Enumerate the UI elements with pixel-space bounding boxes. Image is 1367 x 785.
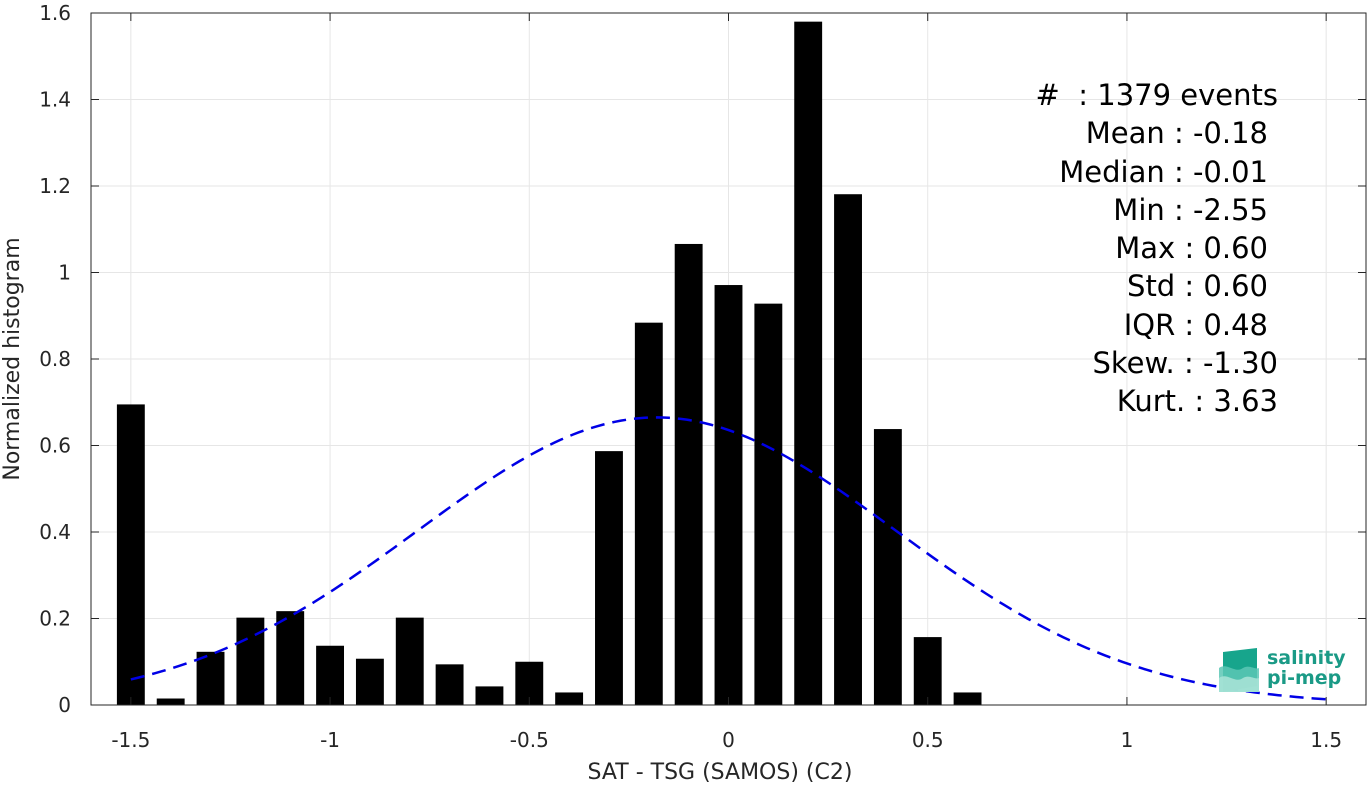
y-tick-label: 0.8 — [39, 347, 71, 371]
histogram-bar — [595, 451, 623, 705]
histogram-bar — [913, 637, 942, 705]
y-axis-label: Normalized histogram — [0, 237, 25, 480]
y-tick-label: 0 — [58, 693, 71, 717]
histogram-bar — [714, 285, 743, 705]
histogram-bar — [395, 617, 424, 705]
y-tick-label: 0.4 — [39, 520, 71, 544]
stat-min: Min : -2.55 — [1113, 192, 1268, 227]
logo-word-salinity: salinity — [1267, 647, 1346, 669]
x-axis-label: SAT - TSG (SAMOS) (C2) — [588, 760, 853, 785]
stat-median: Median : -0.01 — [1059, 154, 1268, 189]
histogram-bar — [834, 194, 862, 705]
histogram-bars — [116, 21, 982, 705]
histogram-bar — [116, 404, 145, 705]
histogram-bar — [276, 611, 305, 705]
histogram-bar — [674, 243, 703, 705]
histogram-bar — [953, 692, 982, 705]
histogram-bar — [196, 651, 225, 705]
stat-kurt: Kurt. : 3.63 — [1116, 384, 1278, 419]
x-tick-label: -0.5 — [510, 728, 549, 752]
histogram-bar — [475, 686, 504, 705]
x-tick-label: 0.5 — [912, 728, 944, 752]
stat-std: Std : 0.60 — [1127, 269, 1268, 304]
histogram-bar — [794, 21, 823, 705]
y-tick-label: 1.4 — [39, 88, 71, 112]
histogram-bar — [316, 645, 345, 705]
y-tick-label: 0.2 — [39, 607, 71, 631]
histogram-bar — [873, 429, 902, 705]
histogram-bar — [754, 303, 783, 705]
histogram-bar — [555, 692, 584, 705]
y-tick-label: 0.6 — [39, 434, 71, 458]
stat-events: # : 1379 events — [1035, 78, 1278, 112]
salinity-pi-mep-logo: salinity pi-mep — [1217, 646, 1347, 694]
statistics-box: # : 1379 events Mean : -0.18 Median : -0… — [1036, 76, 1278, 421]
x-tick-labels: -1.5 -1 -0.5 0 0.5 1 1.5 — [111, 728, 1342, 752]
stat-skew: Skew. : -1.30 — [1092, 346, 1278, 381]
gaussian-fit-curve — [130, 416, 1327, 701]
y-tick-label: 1 — [58, 261, 71, 285]
logo-waves-icon — [1219, 648, 1259, 692]
grid-lines — [91, 12, 1366, 706]
x-tick-label: 1.5 — [1310, 728, 1342, 752]
x-tick-label: -1.5 — [111, 728, 150, 752]
y-tick-label: 1.2 — [39, 174, 71, 198]
stat-max: Max : 0.60 — [1115, 231, 1268, 266]
axis-ticks — [91, 12, 1366, 706]
x-tick-label: 0 — [722, 728, 735, 752]
logo-word-pimep: pi-mep — [1267, 667, 1342, 689]
stat-mean: Mean : -0.18 — [1085, 116, 1268, 151]
histogram-bar — [156, 698, 185, 705]
histogram-bar — [236, 617, 265, 705]
stat-iqr: IQR : 0.48 — [1123, 307, 1268, 342]
x-tick-label: 1 — [1121, 728, 1134, 752]
histogram-bar — [634, 322, 663, 705]
histogram-bar — [435, 664, 464, 705]
y-tick-label: 1.6 — [39, 1, 71, 25]
x-tick-label: -1 — [320, 728, 340, 752]
histogram-bar — [355, 658, 384, 705]
y-tick-labels: 0 0.2 0.4 0.6 0.8 1 1.2 1.4 1.6 — [39, 1, 71, 717]
